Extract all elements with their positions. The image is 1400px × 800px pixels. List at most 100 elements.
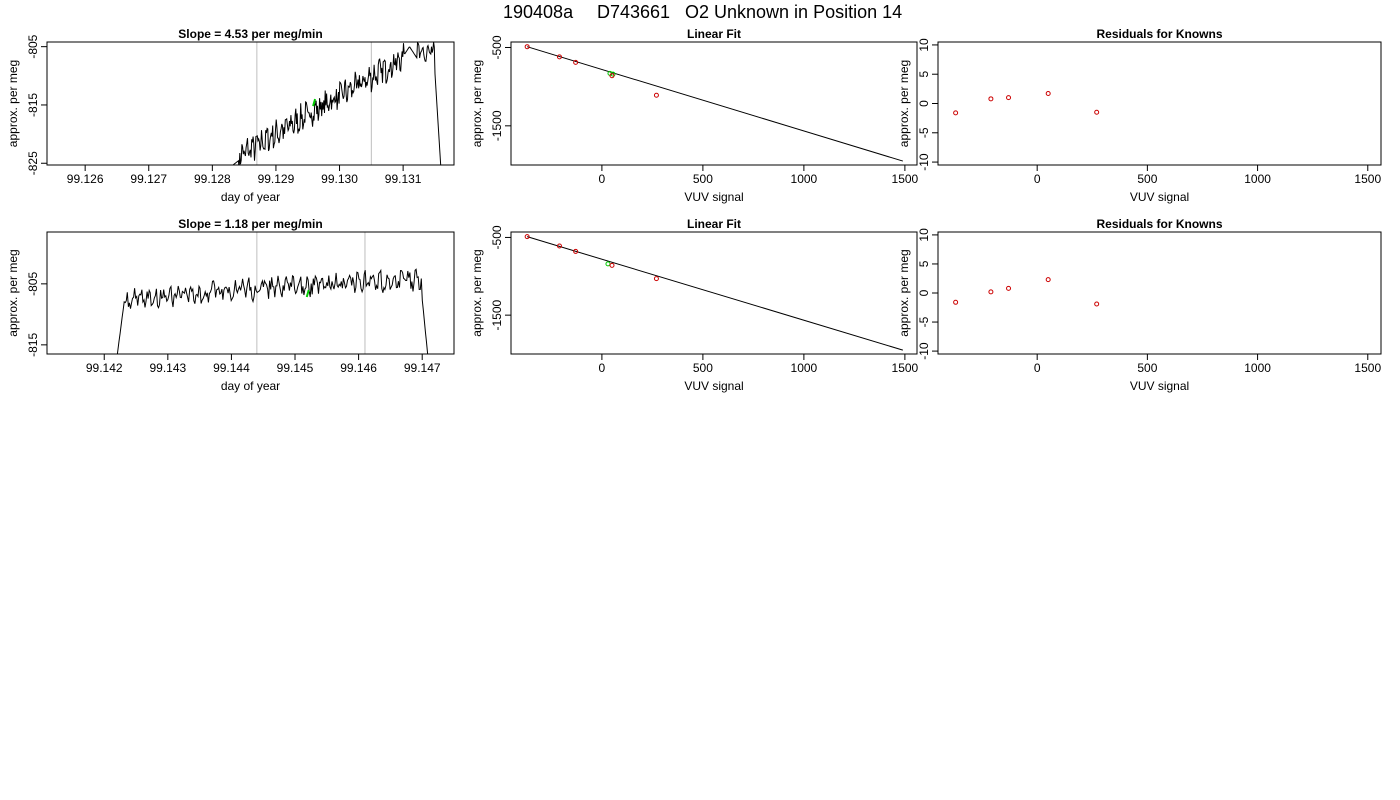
plot-frame [46,231,455,355]
x-tick-label: 99.126 [67,172,104,186]
x-tick-label: 99.145 [277,361,314,375]
x-tick-label: 1500 [892,361,919,375]
plot-frame [510,41,918,166]
known-point [1045,277,1051,283]
series-line [116,268,429,354]
y-axis-label: approx. per meg [897,249,911,336]
series-line [232,42,442,165]
x-axis-label: VUV signal [684,379,743,393]
x-tick-label: 0 [599,172,606,186]
x-tick-label: 500 [693,172,713,186]
x-tick-label: 0 [599,361,606,375]
x-tick-label: 1000 [1244,172,1271,186]
unknown-point [605,261,611,267]
y-tick-label: -5 [917,316,931,327]
x-axis-label: VUV signal [1130,190,1189,204]
y-tick-label: 5 [917,71,931,78]
known-point [556,54,562,60]
fit-line [527,236,904,351]
known-point [1045,91,1051,97]
x-tick-label: 1500 [1354,361,1381,375]
plot-area [953,277,1100,307]
y-axis-label: approx. per meg [6,249,20,336]
x-axis-label: day of year [221,379,280,393]
x-tick-label: 500 [1137,172,1157,186]
y-tick-label: -805 [26,34,40,58]
y-axis-label: approx. per meg [470,249,484,336]
known-point [1006,285,1012,291]
panel-residuals-1: Residuals for Knowns 0 500 1000 1500 10 5 0 -5 -1… [897,27,1382,204]
y-tick-label: 10 [917,38,931,52]
y-tick-label: -10 [917,153,931,171]
x-tick-label: 500 [693,361,713,375]
y-tick-label: -10 [917,342,931,360]
known-point [609,262,615,268]
x-tick-label: 1000 [1244,361,1271,375]
plot-area [524,44,904,162]
plot-area [524,234,904,351]
panel-title: Linear Fit [687,217,741,231]
figure-title-tank: D743661 [597,2,670,22]
known-point [556,243,562,249]
y-tick-label: -825 [26,151,40,175]
x-tick-label: 99.131 [385,172,422,186]
x-tick-label: 99.144 [213,361,250,375]
known-point [609,73,615,79]
panel-title: Linear Fit [687,27,741,41]
plot-area [116,232,429,354]
x-tick-label: 500 [1137,361,1157,375]
unknown-segment [305,289,310,298]
x-tick-label: 99.129 [258,172,295,186]
x-tick-label: 1000 [791,361,818,375]
known-point [524,234,530,240]
y-axis-label: approx. per meg [470,60,484,147]
known-point [524,44,530,50]
y-tick-label: -500 [490,225,504,249]
known-point [1006,95,1012,101]
known-point [573,248,579,254]
unknown-segment [312,98,317,107]
panel-linear-fit-2: Linear Fit 0 500 1000 1500 -500 -1500 VUV signa… [470,217,919,393]
y-tick-label: -815 [26,93,40,117]
x-tick-label: 99.128 [194,172,231,186]
known-point [988,289,994,295]
panel-residuals-2: Residuals for Knowns 0 500 1000 1500 10 5 0 -5 -1… [897,217,1382,393]
x-tick-label: 99.146 [340,361,377,375]
y-tick-label: 0 [917,289,931,296]
known-point [953,299,959,305]
x-tick-label: 1000 [791,172,818,186]
y-axis-label: approx. per meg [6,60,20,147]
x-axis-label: day of year [221,190,280,204]
x-tick-label: 99.142 [86,361,123,375]
y-axis-label: approx. per meg [897,60,911,147]
known-point [988,96,994,102]
y-tick-label: -805 [26,272,40,296]
known-point [573,59,579,65]
x-tick-label: 1500 [1354,172,1381,186]
figure-title-description: O2 Unknown in Position 14 [685,2,902,22]
known-point [653,276,659,282]
y-tick-label: -5 [917,127,931,138]
known-point [653,92,659,98]
x-axis-label: VUV signal [684,190,743,204]
y-tick-label: -1500 [490,299,504,330]
plot-frame [510,231,918,355]
x-tick-label: 0 [1034,361,1041,375]
x-axis-label: VUV signal [1130,379,1189,393]
panel-timeseries-1: Slope = 4.53 per meg/min 99.126 99.127 99.1… [6,27,455,204]
y-tick-label: -1500 [490,110,504,141]
y-tick-label: -500 [490,35,504,59]
plot-frame [937,231,1382,355]
x-tick-label: 99.127 [130,172,167,186]
y-tick-label: 0 [917,100,931,107]
panel-title: Slope = 1.18 per meg/min [178,217,322,231]
panel-linear-fit-1: Linear Fit 0 500 1000 1500 -500 -1500 VUV signa… [470,27,919,204]
plot-area [232,42,442,165]
figure-title-run: 190408a [503,2,574,22]
panel-title: Residuals for Knowns [1096,217,1222,231]
y-tick-label: 10 [917,228,931,242]
y-tick-label: -815 [26,333,40,357]
known-point [953,110,959,116]
x-tick-label: 1500 [892,172,919,186]
fit-line [527,46,904,162]
